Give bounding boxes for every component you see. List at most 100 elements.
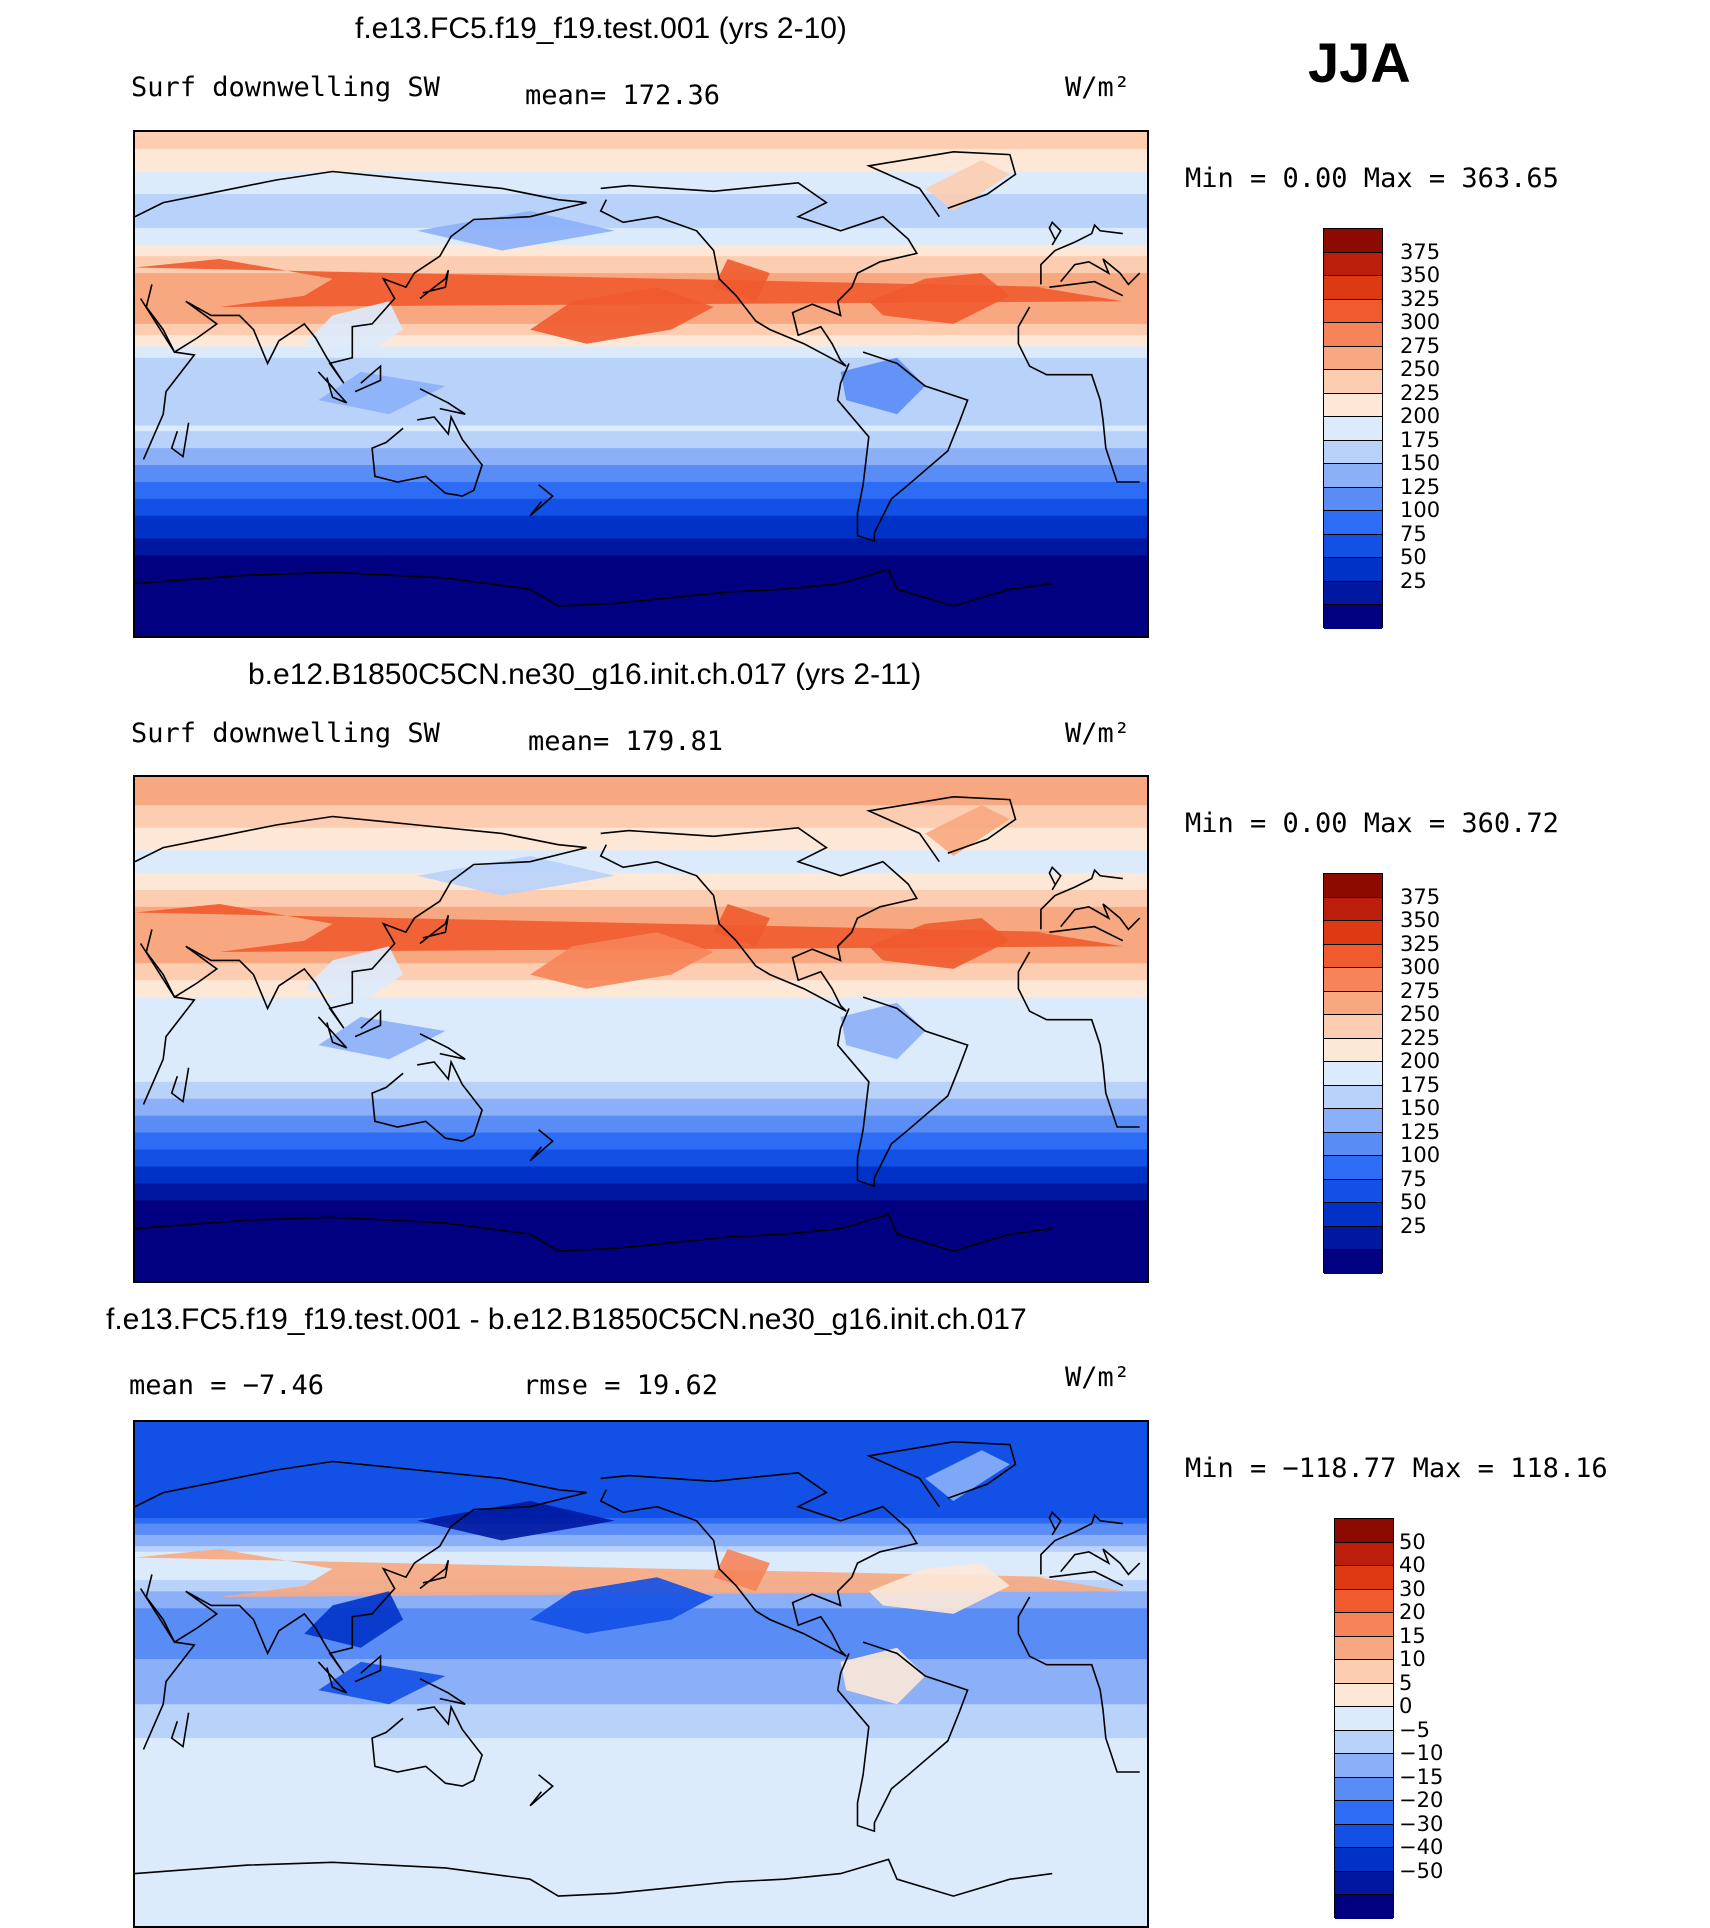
zonal-band <box>135 1794 1147 1801</box>
zonal-band <box>135 566 1147 573</box>
colorbar-swatch <box>1335 1660 1393 1684</box>
coastline <box>1048 220 1062 246</box>
coastline <box>419 1560 450 1590</box>
zonal-band <box>135 239 1147 246</box>
colorbar-tick-label: 125 <box>1400 474 1441 499</box>
zonal-band <box>135 1907 1147 1914</box>
zonal-band <box>135 777 1147 784</box>
coastline <box>599 181 919 367</box>
panel-2-units: W/m² <box>1065 718 1131 749</box>
panel-1-colorbar <box>1323 228 1383 629</box>
anomaly-region <box>713 1549 770 1592</box>
zonal-band <box>135 1766 1147 1773</box>
anomaly-region <box>318 1661 446 1705</box>
anomaly-region <box>417 211 615 251</box>
zonal-band <box>135 623 1147 630</box>
zonal-band <box>135 510 1147 517</box>
zonal-band <box>135 1867 1147 1875</box>
zonal-band <box>135 1749 1147 1756</box>
zonal-band <box>135 1715 1147 1722</box>
coastline <box>139 298 196 460</box>
zonal-band <box>135 154 1147 161</box>
zonal-band <box>135 538 1147 545</box>
colorbar-tick-label: 250 <box>1400 1002 1441 1027</box>
zonal-band <box>135 1692 1147 1700</box>
zonal-band <box>135 188 1147 195</box>
anomaly-region <box>840 357 926 415</box>
zonal-band <box>135 833 1147 840</box>
zonal-band <box>135 1557 1147 1564</box>
zonal-band <box>135 1698 1147 1705</box>
zonal-band <box>135 1856 1147 1863</box>
zonal-band <box>135 1143 1147 1151</box>
panel-1-map <box>133 130 1149 638</box>
zonal-band <box>135 1822 1147 1829</box>
zonal-band <box>135 1234 1147 1241</box>
colorbar-tick-label: 200 <box>1400 1049 1441 1074</box>
colorbar-tick-label: −20 <box>1399 1788 1444 1813</box>
colorbar-swatch <box>1324 393 1382 418</box>
zonal-band <box>135 1788 1147 1796</box>
coastline <box>419 270 450 300</box>
anomaly-region <box>713 904 770 947</box>
colorbar-tick-label: 175 <box>1400 1072 1441 1097</box>
zonal-band <box>135 177 1147 184</box>
coastline <box>354 1654 382 1683</box>
zonal-band <box>135 363 1147 370</box>
coastline <box>135 170 587 384</box>
zonal-band <box>135 256 1147 263</box>
colorbar-swatch <box>1324 1132 1382 1157</box>
coastline <box>1017 306 1140 483</box>
zonal-band <box>135 1873 1147 1880</box>
colorbar-swatch <box>1335 1730 1393 1755</box>
zonal-band <box>135 391 1147 398</box>
zonal-band <box>135 194 1147 201</box>
zonal-band <box>135 222 1147 229</box>
anomaly-region <box>868 918 1010 969</box>
zonal-band <box>135 844 1147 851</box>
zonal-band <box>135 453 1147 460</box>
zonal-band <box>135 634 1147 636</box>
colorbar-tick-label: 150 <box>1400 1096 1441 1121</box>
zonal-band <box>135 160 1147 167</box>
colorbar-swatch <box>1324 1109 1382 1133</box>
zonal-band <box>135 199 1147 206</box>
zonal-band <box>135 906 1147 914</box>
zonal-band <box>135 1251 1147 1258</box>
colorbar-tick-label: −15 <box>1399 1764 1444 1789</box>
zonal-band <box>135 1850 1147 1858</box>
colorbar-tick-label: 25 <box>1400 568 1427 593</box>
colorbar-swatch <box>1324 1038 1382 1063</box>
panel-2-title: b.e12.B1850C5CN.ne30_g16.init.ch.017 (yr… <box>248 658 922 691</box>
zonal-band <box>135 1059 1147 1066</box>
season-label: JJA <box>1308 31 1411 94</box>
anomaly-region <box>417 856 615 896</box>
colorbar-swatch <box>1335 1895 1393 1919</box>
zonal-band <box>135 267 1147 274</box>
coastline <box>317 1661 348 1694</box>
colorbar-tick-label: 5 <box>1399 1670 1413 1695</box>
colorbar-swatch <box>1324 252 1382 277</box>
coastline <box>1017 1596 1140 1773</box>
zonal-band <box>135 1501 1147 1508</box>
zonal-band <box>135 1245 1147 1252</box>
colorbar-swatch <box>1324 1062 1382 1086</box>
zonal-band <box>135 628 1147 635</box>
zonal-band <box>135 1081 1147 1089</box>
panel-1-variable: Surf downwelling SW <box>131 72 440 103</box>
colorbar-swatch <box>1324 323 1382 347</box>
zonal-band <box>135 346 1147 353</box>
anomaly-region <box>318 1016 446 1060</box>
colorbar-swatch <box>1324 487 1382 512</box>
colorbar-tick-label: 225 <box>1400 380 1441 405</box>
zonal-band <box>135 895 1147 902</box>
zonal-band <box>135 991 1147 998</box>
zonal-band <box>135 816 1147 823</box>
zonal-band <box>135 335 1147 342</box>
colorbar-swatch <box>1324 581 1382 606</box>
zonal-band <box>135 1450 1147 1457</box>
zonal-band <box>135 918 1147 925</box>
zonal-band <box>135 1704 1147 1711</box>
coastline <box>836 351 969 543</box>
colorbar-swatch <box>1324 299 1382 324</box>
